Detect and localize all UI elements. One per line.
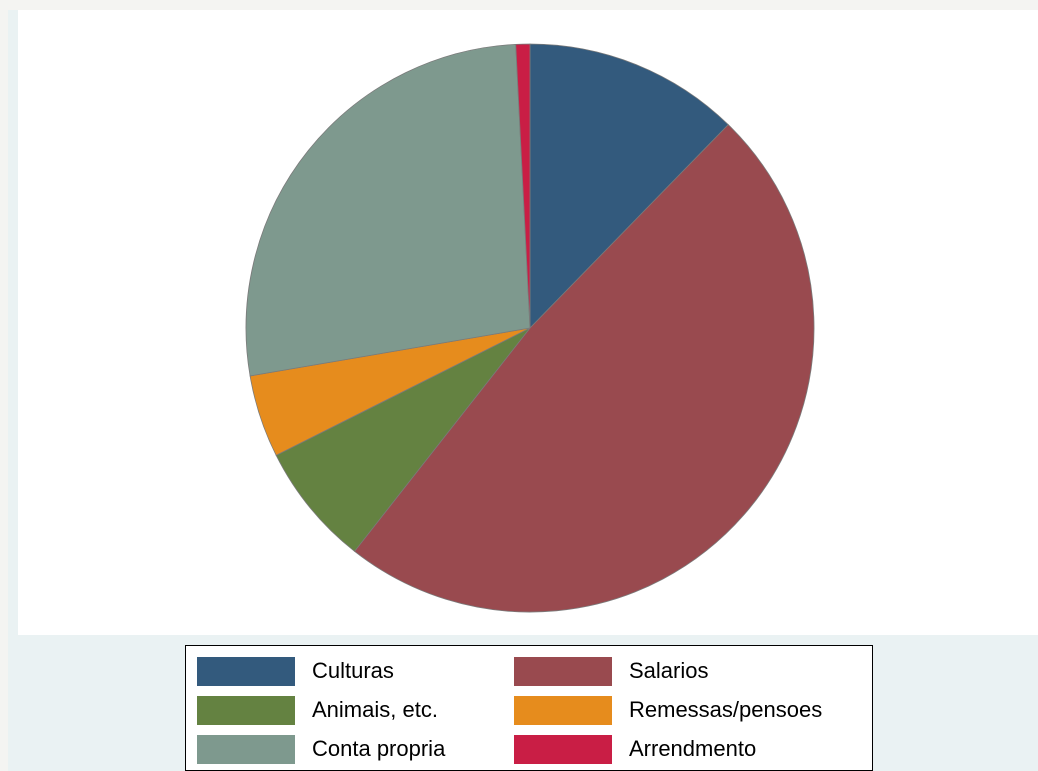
legend-item-arrendmento: Arrendmento [514,734,756,764]
legend-label-salarios: Salarios [629,658,709,683]
legend-swatch-culturas [197,656,295,686]
legend-label-culturas: Culturas [312,658,394,683]
legend-item-culturas: Culturas [197,656,394,686]
legend-swatch-remessas [514,695,612,725]
legend-swatch-conta-propria [197,734,295,764]
legend-label-arrendmento: Arrendmento [629,736,757,761]
legend-label-animais: Animais, etc. [312,697,438,722]
legend-swatch-animais [197,695,295,725]
legend-item-animais: Animais, etc. [197,695,438,725]
plot-region [18,10,1038,635]
legend-item-remessas: Remessas/pensoes [514,695,822,725]
legend-label-conta-propria: Conta propria [312,736,446,761]
legend-label-remessas: Remessas/pensoes [629,697,823,722]
legend-swatch-arrendmento [514,734,612,764]
legend-item-salarios: Salarios [514,656,708,686]
legend-item-conta-propria: Conta propria [197,734,445,764]
legend: Culturas Salarios Animais, etc. Remessas… [185,645,873,771]
legend-swatch-salarios [514,656,612,686]
